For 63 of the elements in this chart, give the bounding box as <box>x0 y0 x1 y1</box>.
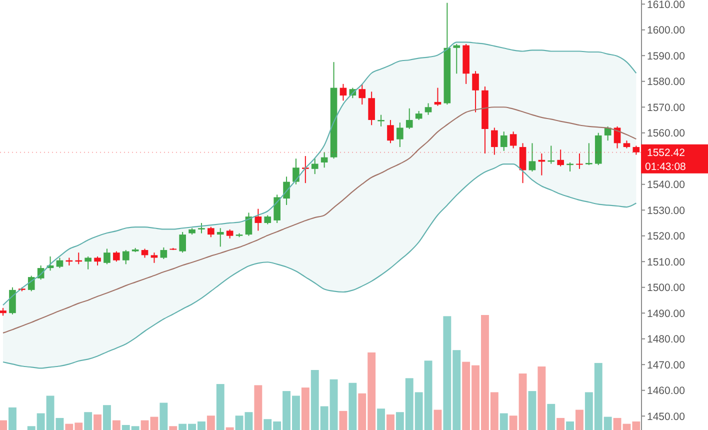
y-tick-label: 1510.00 <box>647 256 686 268</box>
line-series <box>2 106 637 334</box>
candlestick <box>226 228 234 239</box>
candlestick <box>264 214 272 225</box>
candlestick <box>94 256 101 266</box>
candlestick <box>519 142 526 184</box>
candlestick <box>510 131 517 149</box>
y-tick-label: 1610.00 <box>647 0 686 11</box>
candlestick <box>396 122 404 148</box>
candlestick <box>216 228 224 248</box>
candlestick <box>198 222 205 234</box>
candlestick <box>406 108 413 130</box>
y-tick-label: 1520.00 <box>647 230 686 243</box>
candlestick <box>557 149 564 167</box>
candlestick <box>340 83 347 102</box>
candlestick <box>586 142 592 166</box>
candlestick <box>311 158 318 175</box>
candlestick <box>122 250 130 265</box>
candlestick <box>302 156 309 184</box>
y-tick-label: 1590.00 <box>647 50 686 62</box>
candlestick <box>84 256 92 270</box>
candlestick <box>434 87 442 106</box>
candlestick <box>113 250 120 262</box>
candlestick <box>56 257 64 269</box>
candlestick <box>104 248 110 265</box>
text: 01:43:08 <box>645 161 686 174</box>
candlestick <box>292 158 300 185</box>
y-tick-label: 1580.00 <box>647 76 686 88</box>
candlestick <box>387 119 394 144</box>
y-tick-label: 1560.00 <box>647 128 686 140</box>
candlestick <box>491 127 498 156</box>
candlestick <box>472 70 479 113</box>
candlestick <box>141 248 148 258</box>
candlestick <box>28 275 35 292</box>
candlestick <box>358 83 366 106</box>
ref-line-label: 1552.42 <box>647 147 686 160</box>
candlestick <box>378 114 384 127</box>
y-tick-label: 1500.00 <box>647 282 686 294</box>
candlestick <box>283 176 290 206</box>
candlestick <box>320 152 328 168</box>
y-tick-label: 1540.00 <box>647 179 686 192</box>
candlestick <box>9 286 16 315</box>
candlestick <box>150 252 158 264</box>
candlestick <box>576 152 583 170</box>
candlestick <box>453 44 460 74</box>
y-tick-label: 1450.00 <box>647 410 686 423</box>
candlestick <box>160 246 168 260</box>
candlestick <box>274 194 280 224</box>
y-tick-label: 1570.00 <box>647 102 686 114</box>
y-tick-label: 1490.00 <box>647 308 686 320</box>
y-tick-label: 1480.00 <box>647 334 686 346</box>
y-tick-label: 1600.00 <box>647 24 686 37</box>
y-tick-label: 1530.00 <box>647 204 686 217</box>
candlestick <box>415 110 422 120</box>
y-tick-label: 1470.00 <box>647 359 686 372</box>
candlestick <box>528 142 536 172</box>
candlestick <box>368 91 375 126</box>
candlestick <box>179 231 186 254</box>
candlestick <box>424 102 432 116</box>
candlestick <box>254 208 262 232</box>
candlestick <box>208 226 214 238</box>
y-tick-label: 1460.00 <box>647 385 686 398</box>
candlestick <box>500 131 508 152</box>
